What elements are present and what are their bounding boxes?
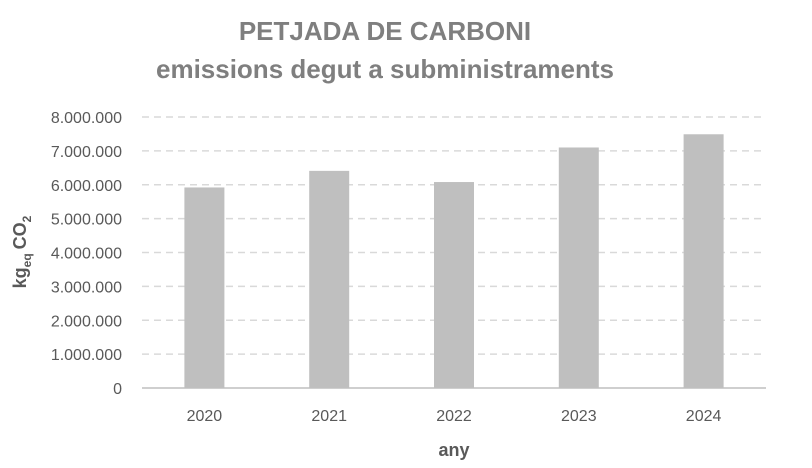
y-tick-label: 3.000.000 [51,279,122,296]
bar-2022 [434,182,474,388]
y-tick-labels: 0 1.000.000 2.000.000 3.000.000 4.000.000 5.0… [51,110,122,398]
y-axis-label-unit-sub: 2 [20,215,34,222]
y-tick-label: 0 [113,381,122,398]
y-axis-label-unit: CO [10,222,30,249]
bar-2024 [683,134,724,388]
x-tick-label: 2023 [561,408,597,425]
y-tick-label: 5.000.000 [51,212,122,229]
x-axis-label: any [438,440,469,460]
y-axis-label-sub: eq [20,253,34,267]
x-tick-labels: 2020 2021 2022 2023 2024 [187,408,722,425]
y-tick-label: 1.000.000 [51,347,122,364]
bar-2020 [184,187,225,388]
y-tick-label: 2.000.000 [51,313,122,330]
x-tick-label: 2021 [311,408,347,425]
bar-2023 [558,147,599,388]
bars [184,134,724,388]
chart-title: PETJADA DE CARBONI [238,16,532,46]
x-tick-label: 2022 [436,408,472,425]
x-tick-label: 2024 [686,408,722,425]
y-tick-label: 8.000.000 [51,110,122,127]
y-axis-label: kgeq CO2 [10,215,34,288]
y-axis-label-base: kg [10,267,30,288]
y-tick-label: 6.000.000 [51,178,122,195]
y-tick-label: 4.000.000 [51,246,122,263]
y-tick-label: 7.000.000 [51,144,122,161]
bar-2021 [309,170,350,388]
chart-subtitle: emissions degut a subministraments [155,54,614,84]
x-tick-label: 2020 [187,408,223,425]
